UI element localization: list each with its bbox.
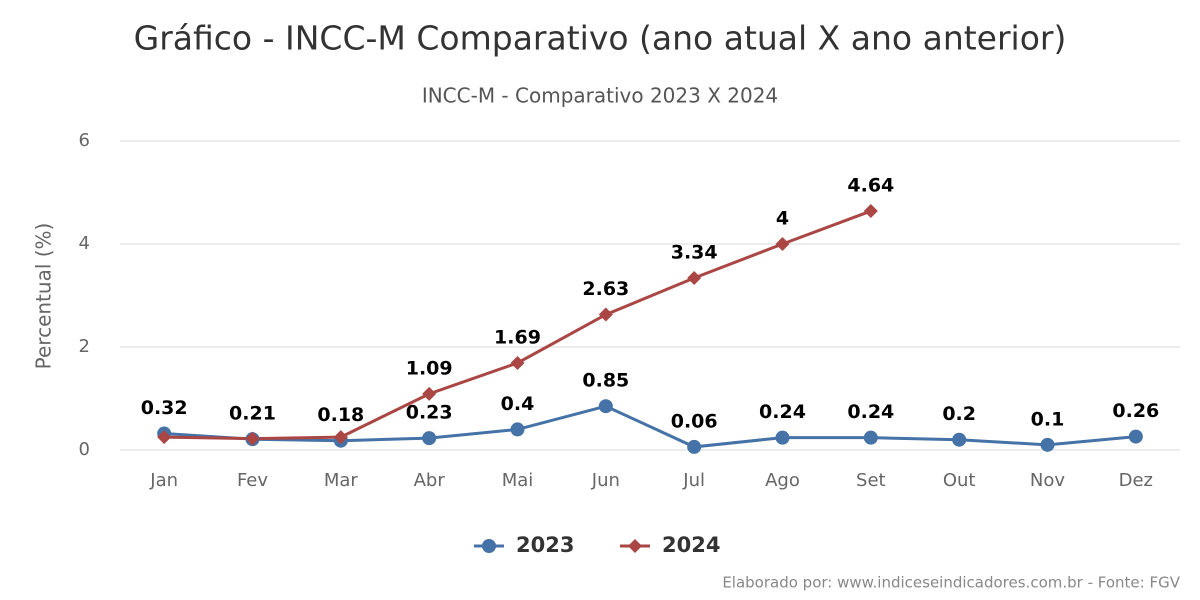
data-point bbox=[1040, 437, 1055, 452]
x-tick-label: Jun bbox=[591, 470, 620, 491]
series-line bbox=[164, 404, 1136, 449]
legend-label: 2024 bbox=[662, 533, 720, 557]
x-tick-label: Abr bbox=[414, 470, 446, 491]
data-label: 2.63 bbox=[582, 278, 629, 300]
data-point bbox=[775, 237, 790, 251]
x-tick-label: Mar bbox=[324, 470, 359, 491]
data-label: 0.06 bbox=[671, 410, 718, 432]
data-point bbox=[422, 386, 437, 401]
data-point bbox=[510, 422, 525, 437]
data-label: 0.1 bbox=[1031, 408, 1065, 430]
data-label: 0.24 bbox=[847, 401, 894, 423]
legend-label: 2023 bbox=[516, 533, 574, 557]
y-tick-label: 4 bbox=[79, 233, 90, 254]
legend-marker bbox=[628, 539, 642, 553]
data-label: 4 bbox=[776, 208, 789, 230]
data-label: 0.2 bbox=[942, 403, 976, 425]
data-label: 0.4 bbox=[501, 393, 535, 415]
data-label: 0.32 bbox=[141, 397, 188, 419]
data-point bbox=[687, 270, 702, 285]
data-point bbox=[863, 430, 878, 445]
y-tick-label: 2 bbox=[79, 336, 90, 357]
data-point bbox=[422, 431, 437, 446]
x-tick-label: Jan bbox=[149, 470, 178, 491]
data-label: 0.21 bbox=[229, 403, 276, 425]
data-point bbox=[687, 439, 702, 454]
x-tick-label: Ago bbox=[765, 470, 800, 491]
y-tick-label: 6 bbox=[79, 130, 90, 151]
data-point bbox=[598, 307, 613, 322]
credit: Elaborado por: www.indiceseindicadores.c… bbox=[722, 574, 1180, 592]
data-label: 0.18 bbox=[317, 404, 364, 426]
legend-marker bbox=[482, 539, 496, 553]
chart-title: Gráfico - INCC-M Comparativo (ano atual … bbox=[134, 19, 1067, 58]
data-label: 0.85 bbox=[582, 370, 629, 392]
y-tick-label: 0 bbox=[79, 439, 90, 460]
data-point bbox=[510, 355, 525, 370]
x-tick-label: Fev bbox=[237, 470, 268, 491]
x-tick-label: Dez bbox=[1119, 470, 1153, 491]
x-tick-label: Set bbox=[856, 470, 886, 491]
data-label: 1.69 bbox=[494, 326, 541, 348]
data-label: 0.23 bbox=[406, 402, 453, 424]
data-label: 3.34 bbox=[671, 241, 718, 263]
y-axis-label: Percentual (%) bbox=[32, 223, 56, 370]
data-point bbox=[598, 399, 613, 414]
data-label: 0.26 bbox=[1112, 400, 1159, 422]
data-label: 1.09 bbox=[406, 357, 453, 379]
data-point bbox=[1128, 429, 1143, 444]
data-point bbox=[863, 204, 878, 219]
chart-subtitle: INCC-M - Comparativo 2023 X 2024 bbox=[422, 84, 778, 108]
data-label: 0.24 bbox=[759, 401, 806, 423]
x-tick-label: Nov bbox=[1030, 470, 1065, 491]
data-point bbox=[245, 431, 260, 446]
x-tick-label: Mai bbox=[502, 470, 534, 491]
data-point bbox=[775, 430, 790, 445]
x-tick-label: Jul bbox=[682, 470, 705, 491]
data-point bbox=[333, 430, 348, 445]
data-point bbox=[157, 430, 172, 445]
data-point bbox=[952, 432, 967, 447]
data-label: 4.64 bbox=[847, 175, 894, 197]
x-tick-label: Out bbox=[943, 470, 976, 491]
